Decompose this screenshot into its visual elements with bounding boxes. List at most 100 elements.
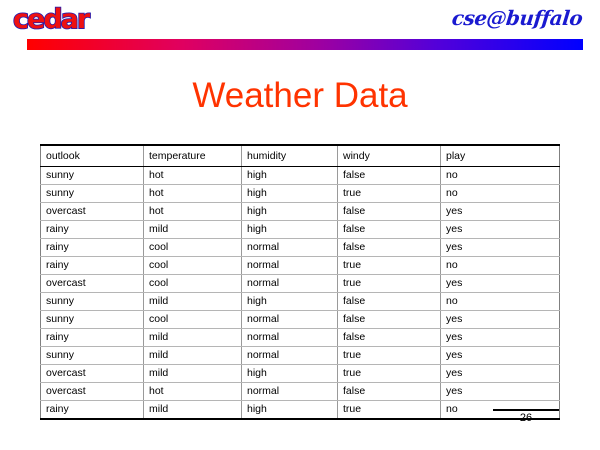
cell-humidity: high <box>241 292 338 311</box>
table-header: outlook temperature humidity windy play <box>40 145 560 167</box>
cell-play: no <box>446 403 458 415</box>
cell-outlook: rainy <box>40 238 144 257</box>
cell-humidity: normal <box>241 310 338 329</box>
cell-humidity: high <box>241 184 338 203</box>
cell-outlook: overcast <box>40 202 144 221</box>
cell-outlook: sunny <box>40 346 144 365</box>
table-row: rainy mild high false yes <box>40 220 560 239</box>
table-row: sunny hot high true no <box>40 184 560 203</box>
cell-humidity: normal <box>241 238 338 257</box>
table-row: overcast hot normal false yes <box>40 382 560 401</box>
cell-temperature: hot <box>143 202 242 221</box>
table-row: rainy cool normal false yes <box>40 238 560 257</box>
table-row: overcast mild high true yes <box>40 364 560 383</box>
cell-play: yes <box>440 346 560 365</box>
column-header-temperature: temperature <box>143 145 242 167</box>
cell-windy: true <box>337 346 441 365</box>
cell-humidity: high <box>241 220 338 239</box>
cell-temperature: mild <box>143 328 242 347</box>
cell-outlook: overcast <box>40 364 144 383</box>
weather-data-table: outlook temperature humidity windy play sunn… <box>40 144 560 420</box>
cell-temperature: mild <box>143 292 242 311</box>
table-row: sunny mild high false no <box>40 292 560 311</box>
cell-temperature: mild <box>143 346 242 365</box>
cell-humidity: high <box>241 364 338 383</box>
table-body: sunny hot high false no sunny hot high true no ove… <box>40 166 560 419</box>
cell-windy: false <box>337 382 441 401</box>
cell-temperature: hot <box>143 184 242 203</box>
table-row: rainy mild high true no <box>40 400 560 419</box>
cell-humidity: normal <box>241 346 338 365</box>
cell-temperature: hot <box>143 382 242 401</box>
table-row: sunny hot high false no <box>40 166 560 185</box>
cell-windy: false <box>337 328 441 347</box>
weather-table-container: outlook temperature humidity windy play sunn… <box>40 144 560 420</box>
cell-outlook: rainy <box>40 328 144 347</box>
cell-play: no <box>440 256 560 275</box>
cell-outlook: rainy <box>40 220 144 239</box>
cell-play: no <box>440 292 560 311</box>
column-header-outlook: outlook <box>40 145 144 167</box>
cell-humidity: normal <box>241 328 338 347</box>
cell-windy: true <box>337 274 441 293</box>
cell-windy: true <box>337 400 441 419</box>
cell-outlook: sunny <box>40 184 144 203</box>
cell-humidity: high <box>241 202 338 221</box>
cell-humidity: normal <box>241 382 338 401</box>
cell-outlook: rainy <box>40 400 144 419</box>
cell-outlook: overcast <box>40 274 144 293</box>
cell-play: yes <box>440 310 560 329</box>
cell-play: yes <box>440 238 560 257</box>
table-header-row: outlook temperature humidity windy play <box>40 145 560 167</box>
page-title: Weather Data <box>192 76 408 115</box>
cell-temperature: mild <box>143 220 242 239</box>
footer-rule <box>493 409 559 411</box>
column-header-play: play <box>440 145 560 167</box>
cell-play: yes <box>440 382 560 401</box>
table-row: overcast hot high false yes <box>40 202 560 221</box>
slide-header: cedar cse@buffalo <box>0 0 600 55</box>
cell-humidity: normal <box>241 256 338 275</box>
cell-play: no <box>440 166 560 185</box>
table-row: overcast cool normal true yes <box>40 274 560 293</box>
cell-temperature: cool <box>143 256 242 275</box>
cell-windy: true <box>337 184 441 203</box>
table-row: sunny mild normal true yes <box>40 346 560 365</box>
table-row: rainy mild normal false yes <box>40 328 560 347</box>
cell-outlook: overcast <box>40 382 144 401</box>
cell-play: yes <box>440 328 560 347</box>
cell-windy: true <box>337 364 441 383</box>
column-header-windy: windy <box>337 145 441 167</box>
cell-windy: false <box>337 202 441 221</box>
page-footer: 26 <box>493 409 559 425</box>
cell-play: no <box>440 184 560 203</box>
column-header-humidity: humidity <box>241 145 338 167</box>
cell-humidity: normal <box>241 274 338 293</box>
cell-outlook: rainy <box>40 256 144 275</box>
cell-temperature: cool <box>143 238 242 257</box>
cell-humidity: high <box>241 400 338 419</box>
cell-windy: false <box>337 292 441 311</box>
cell-windy: false <box>337 166 441 185</box>
cell-temperature: cool <box>143 274 242 293</box>
cell-temperature: mild <box>143 400 242 419</box>
header-gradient-bar <box>27 39 583 50</box>
cell-windy: false <box>337 220 441 239</box>
cell-windy: true <box>337 256 441 275</box>
table-row: sunny cool normal false yes <box>40 310 560 329</box>
cse-buffalo-logo: cse@buffalo <box>450 6 584 30</box>
cell-play: yes <box>440 364 560 383</box>
cell-temperature: mild <box>143 364 242 383</box>
table-row: rainy cool normal true no <box>40 256 560 275</box>
cell-play: yes <box>440 220 560 239</box>
cell-outlook: sunny <box>40 292 144 311</box>
cell-outlook: sunny <box>40 310 144 329</box>
cell-temperature: cool <box>143 310 242 329</box>
cedar-logo: cedar <box>12 4 91 35</box>
cell-play: yes <box>440 274 560 293</box>
cell-play: yes <box>440 202 560 221</box>
cell-humidity: high <box>241 166 338 185</box>
cell-windy: false <box>337 238 441 257</box>
cell-temperature: hot <box>143 166 242 185</box>
page-number: 26 <box>519 412 533 424</box>
